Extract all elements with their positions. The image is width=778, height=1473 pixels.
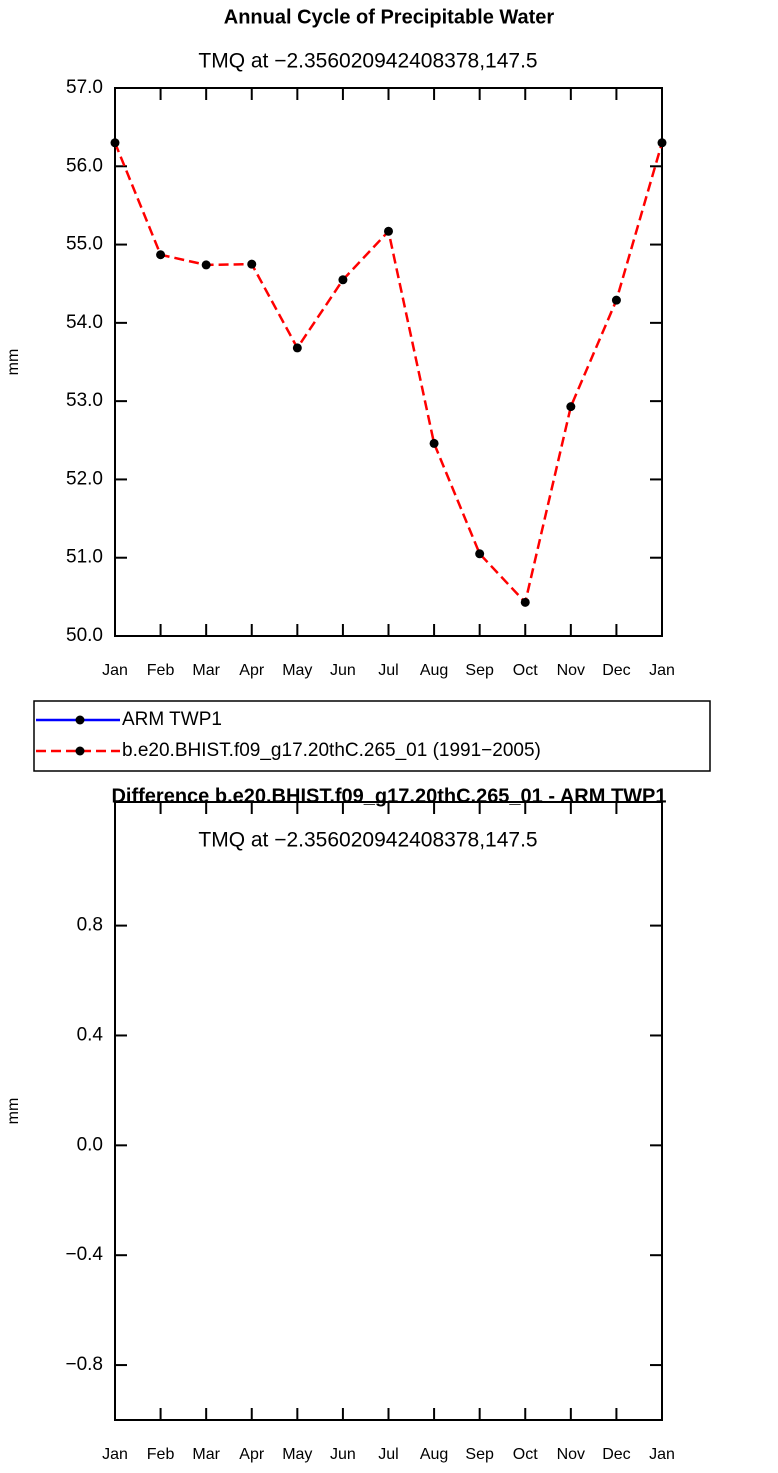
chart-title: Annual Cycle of Precipitable Water — [224, 6, 555, 28]
legend-box — [33, 700, 711, 772]
x-tick-label: Jul — [378, 662, 398, 679]
data-point — [292, 343, 302, 353]
legend-marker — [75, 746, 85, 756]
data-point — [429, 438, 439, 448]
y-tick-label: 51.0 — [66, 547, 103, 568]
data-point — [201, 260, 211, 270]
x-tick-label: Oct — [513, 1446, 538, 1463]
x-tick-label: Jan — [102, 662, 128, 679]
x-tick-label: Jan — [649, 1446, 675, 1463]
x-tick-label: Sep — [465, 1446, 494, 1463]
x-tick-label: Dec — [602, 1446, 630, 1463]
data-point — [338, 275, 348, 285]
data-point — [520, 597, 530, 607]
data-point — [475, 549, 485, 559]
x-tick-label: Aug — [420, 1446, 448, 1463]
x-tick-label: Dec — [602, 662, 630, 679]
data-point — [611, 295, 621, 305]
y-tick-label: 50.0 — [66, 625, 103, 646]
x-tick-label: Jan — [649, 662, 675, 679]
x-tick-label: Feb — [147, 662, 175, 679]
data-point — [247, 259, 257, 269]
y-tick-label: 0.4 — [77, 1024, 104, 1045]
x-tick-label: Aug — [420, 662, 448, 679]
y-tick-label: 56.0 — [66, 155, 103, 176]
y-tick-label: 53.0 — [66, 390, 103, 411]
data-point — [110, 138, 120, 148]
x-tick-label: Jun — [330, 1446, 356, 1463]
y-tick-label: −0.8 — [65, 1354, 103, 1375]
chart-subtitle: TMQ at −2.356020942408378,147.5 — [198, 50, 537, 73]
y-tick-label: 52.0 — [66, 468, 103, 489]
x-tick-label: Nov — [557, 662, 585, 679]
data-line — [113, 142, 664, 605]
x-tick-label: Jan — [102, 1446, 128, 1463]
y-tick-label: 54.0 — [66, 312, 103, 333]
x-tick-label: Apr — [239, 1446, 265, 1463]
data-point — [156, 250, 166, 260]
y-tick-label: 0.0 — [77, 1134, 103, 1155]
plot-frame — [114, 87, 663, 637]
x-tick-label: Jul — [378, 1446, 398, 1463]
x-tick-label: Feb — [147, 1446, 175, 1463]
data-point — [657, 138, 667, 148]
chart-subtitle: TMQ at −2.356020942408378,147.5 — [198, 829, 537, 852]
y-tick-label: 0.8 — [77, 915, 103, 936]
y-tick-label: 55.0 — [66, 234, 103, 255]
legend-label: ARM TWP1 — [122, 709, 222, 730]
x-tick-label: Apr — [239, 662, 265, 679]
x-tick-label: May — [282, 662, 312, 679]
x-tick-label: Nov — [557, 1446, 585, 1463]
plot-frame — [114, 801, 663, 1421]
legend-label: b.e20.BHIST.f09_g17.20thC.265_01 (1991−2… — [122, 740, 541, 761]
x-tick-label: Mar — [192, 1446, 220, 1463]
legend-marker — [75, 715, 85, 725]
y-axis-label: mm — [5, 349, 22, 376]
y-tick-label: 57.0 — [66, 77, 103, 98]
x-tick-label: Sep — [465, 662, 494, 679]
data-point — [566, 402, 576, 412]
x-tick-label: Jun — [330, 662, 356, 679]
x-tick-label: May — [282, 1446, 312, 1463]
x-tick-label: Oct — [513, 662, 538, 679]
data-point — [384, 226, 393, 236]
x-tick-label: Mar — [192, 662, 220, 679]
y-axis-label: mm — [5, 1098, 22, 1125]
y-tick-label: −0.4 — [65, 1244, 103, 1265]
